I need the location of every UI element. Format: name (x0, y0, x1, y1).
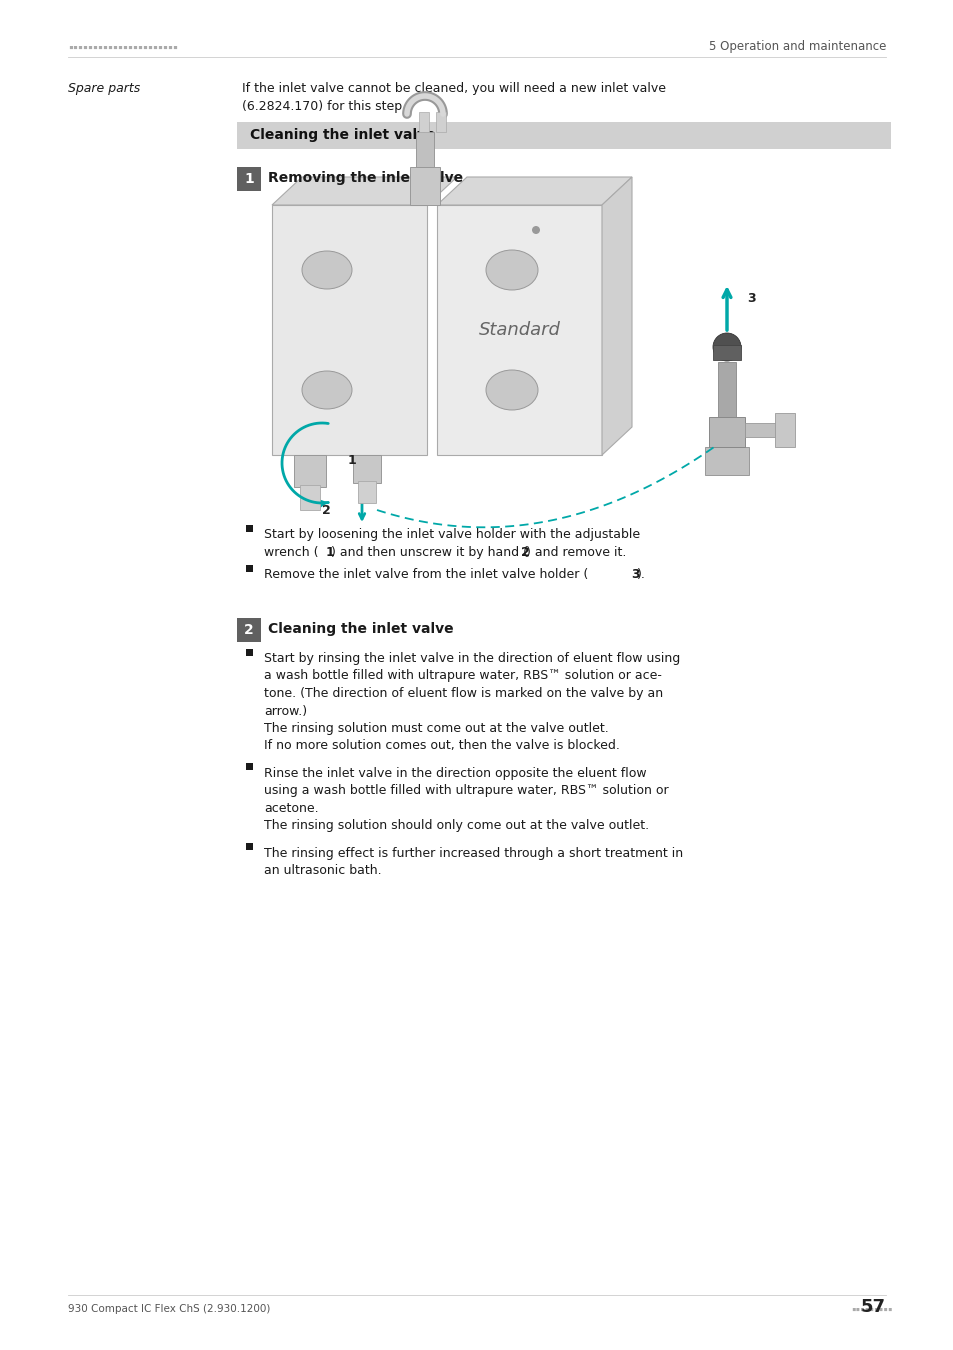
Ellipse shape (302, 371, 352, 409)
Text: Remove the inlet valve from the inlet valve holder (: Remove the inlet valve from the inlet va… (264, 568, 588, 580)
Text: 2: 2 (322, 504, 331, 517)
Text: 930 Compact IC Flex ChS (2.930.1200): 930 Compact IC Flex ChS (2.930.1200) (68, 1304, 270, 1314)
Bar (436, 205, 601, 455)
Circle shape (532, 225, 539, 234)
Bar (708, 417, 744, 447)
Text: 1: 1 (348, 454, 356, 467)
Bar (418, 112, 429, 132)
Bar (272, 205, 427, 455)
Text: The rinsing solution should only come out at the valve outlet.: The rinsing solution should only come ou… (264, 819, 648, 833)
Ellipse shape (485, 250, 537, 290)
Text: arrow.): arrow.) (264, 705, 307, 717)
Ellipse shape (302, 251, 352, 289)
Bar (236, 122, 890, 148)
Text: Removing the inlet valve: Removing the inlet valve (268, 171, 462, 185)
Text: ).: ). (637, 568, 645, 580)
Ellipse shape (485, 370, 537, 410)
Text: The rinsing effect is further increased through a short treatment in: The rinsing effect is further increased … (264, 846, 682, 860)
Text: If the inlet valve cannot be cleaned, you will need a new inlet valve: If the inlet valve cannot be cleaned, yo… (242, 82, 665, 94)
Bar (294, 455, 326, 487)
Bar (774, 413, 794, 447)
Text: ▪▪▪▪▪▪▪▪▪: ▪▪▪▪▪▪▪▪▪ (850, 1305, 892, 1314)
Bar (246, 648, 253, 656)
Text: Spare parts: Spare parts (68, 82, 140, 94)
Text: Standard: Standard (478, 321, 559, 339)
Circle shape (712, 333, 740, 360)
Text: 2: 2 (244, 622, 253, 637)
Text: Start by loosening the inlet valve holder with the adjustable: Start by loosening the inlet valve holde… (264, 528, 639, 541)
Bar (416, 132, 434, 167)
Text: ) and then unscrew it by hand (: ) and then unscrew it by hand ( (331, 545, 527, 559)
Text: ) and remove it.: ) and remove it. (525, 545, 626, 559)
Bar (410, 167, 439, 205)
Bar (246, 764, 253, 771)
Text: acetone.: acetone. (264, 802, 318, 815)
Text: 57: 57 (861, 1297, 885, 1316)
Text: tone. (The direction of eluent flow is marked on the valve by an: tone. (The direction of eluent flow is m… (264, 687, 662, 701)
Bar (246, 525, 253, 532)
Text: Cleaning the inlet valve: Cleaning the inlet valve (268, 622, 453, 636)
Text: an ultrasonic bath.: an ultrasonic bath. (264, 864, 381, 878)
Bar (299, 485, 319, 510)
Bar (712, 346, 740, 360)
Bar (246, 564, 253, 571)
Text: 3: 3 (746, 292, 755, 305)
Text: Cleaning the inlet valve: Cleaning the inlet valve (250, 128, 436, 142)
Bar (704, 447, 748, 475)
Text: 3: 3 (631, 568, 639, 580)
Text: 5 Operation and maintenance: 5 Operation and maintenance (708, 40, 885, 53)
Text: (6.2824.170) for this step.: (6.2824.170) for this step. (242, 100, 406, 113)
Polygon shape (601, 177, 631, 455)
Text: Rinse the inlet valve in the direction opposite the eluent flow: Rinse the inlet valve in the direction o… (264, 767, 646, 780)
Bar (744, 423, 776, 437)
Bar (436, 112, 446, 132)
Text: using a wash bottle filled with ultrapure water, RBS™ solution or: using a wash bottle filled with ultrapur… (264, 784, 668, 798)
Text: The rinsing solution must come out at the valve outlet.: The rinsing solution must come out at th… (264, 722, 608, 734)
Bar (236, 618, 261, 643)
Polygon shape (436, 177, 631, 205)
Bar (236, 167, 261, 190)
Bar (353, 455, 380, 483)
Polygon shape (272, 177, 456, 205)
Text: Start by rinsing the inlet valve in the direction of eluent flow using: Start by rinsing the inlet valve in the … (264, 652, 679, 666)
Text: ▪▪▪▪▪▪▪▪▪▪▪▪▪▪▪▪▪▪▪▪▪▪: ▪▪▪▪▪▪▪▪▪▪▪▪▪▪▪▪▪▪▪▪▪▪ (68, 43, 178, 53)
Text: a wash bottle filled with ultrapure water, RBS™ solution or ace-: a wash bottle filled with ultrapure wate… (264, 670, 661, 683)
Bar (246, 844, 253, 850)
Text: 2: 2 (520, 545, 529, 559)
Text: wrench (: wrench ( (264, 545, 318, 559)
Text: 1: 1 (325, 545, 334, 559)
Bar (357, 481, 375, 504)
Bar (718, 362, 735, 417)
Text: 1: 1 (244, 171, 253, 186)
Text: If no more solution comes out, then the valve is blocked.: If no more solution comes out, then the … (264, 740, 619, 752)
